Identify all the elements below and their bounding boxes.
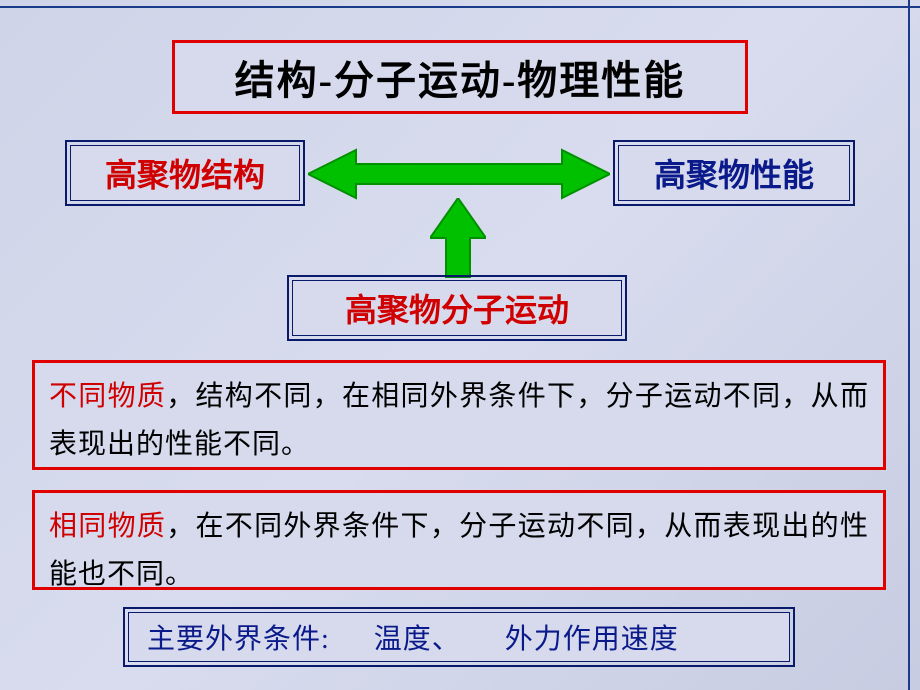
arrow-v-shape [430, 198, 486, 278]
node-property: 高聚物性能 [618, 145, 850, 201]
paragraph-different-material: 不同物质，结构不同，在相同外界条件下，分子运动不同，从而表现出的性能不同。 [32, 360, 886, 470]
bottom-item-1: 外力作用速度 [505, 617, 679, 657]
decor-top-line [0, 6, 920, 8]
paragraph-same-material: 相同物质，在不同外界条件下，分子运动不同，从而表现出的性能也不同。 [32, 490, 886, 590]
para1-rest: ，结构不同，在相同外界条件下，分子运动不同，从而表现出的性能不同。 [49, 381, 869, 460]
title-box: 结构-分子运动-物理性能 [172, 40, 748, 114]
node-structure: 高聚物结构 [70, 145, 300, 201]
para2-rest: ，在不同外界条件下，分子运动不同，从而表现出的性能也不同。 [49, 511, 869, 590]
arrow-vertical-icon [430, 198, 486, 278]
decor-right-line [908, 0, 910, 690]
para2-lead: 相同物质 [49, 511, 166, 542]
arrow-horizontal-icon [308, 148, 610, 200]
arrow-h-shape [308, 150, 610, 198]
node-motion: 高聚物分子运动 [292, 280, 622, 336]
bottom-conditions: 主要外界条件: 温度、 外力作用速度 [128, 612, 790, 662]
bottom-label: 主要外界条件: [147, 617, 330, 657]
para1-lead: 不同物质 [49, 381, 166, 412]
bottom-item-0: 温度、 [374, 617, 461, 657]
